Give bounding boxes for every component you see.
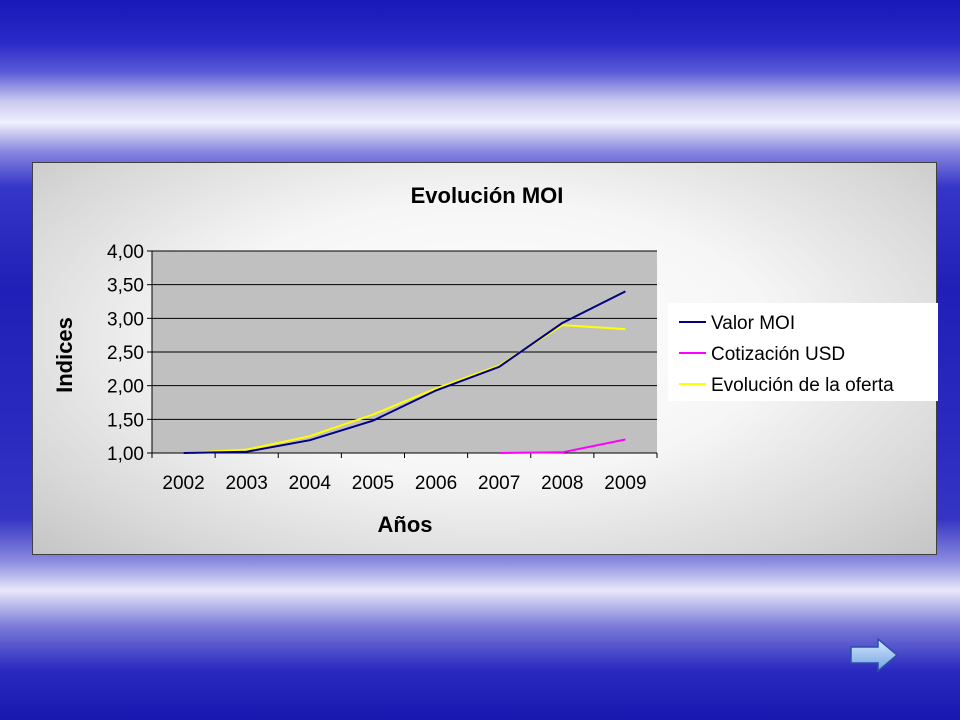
- y-tick-label: 1,50: [107, 410, 144, 431]
- legend-box: [668, 303, 938, 401]
- series-line: [499, 438, 626, 454]
- y-axis-title: Indices: [52, 317, 77, 393]
- x-tick-label: 2008: [541, 473, 583, 494]
- legend: Valor MOI Cotización USD Evolución de la o…: [668, 303, 938, 401]
- x-tick-label: 2006: [415, 473, 457, 494]
- chart-title: Evolución MOI: [411, 183, 564, 208]
- y-tick-label: 4,00: [107, 242, 144, 263]
- x-tick-label: 2004: [289, 473, 332, 494]
- series-line: [183, 324, 626, 454]
- series-line: [183, 290, 626, 454]
- legend-label: Cotización USD: [711, 344, 845, 365]
- x-tick-label: 2003: [226, 473, 268, 494]
- legend-label: Valor MOI: [711, 313, 795, 334]
- y-tick-label: 2,50: [107, 343, 144, 364]
- y-tick-label: 2,00: [107, 377, 144, 398]
- x-tick-label: 2007: [478, 473, 520, 494]
- legend-label: Evolución de la oferta: [711, 375, 894, 396]
- x-tick-label: 2005: [352, 473, 394, 494]
- y-tick-label: 3,50: [107, 276, 144, 297]
- chart: Evolución MOI 1,00 1,50 2,00 2,50 3,00 3,50 4,…: [52, 183, 938, 537]
- x-tick-label: 2002: [162, 473, 204, 494]
- x-tick-label: 2009: [604, 473, 646, 494]
- y-tick-label: 1,00: [107, 444, 144, 465]
- right-arrow-icon[interactable]: [850, 638, 898, 672]
- y-tick-label: 3,00: [107, 309, 144, 330]
- x-axis-title: Años: [378, 512, 433, 537]
- chart-panel: Evolución MOI 1,00 1,50 2,00 2,50 3,00 3,50 4,…: [32, 162, 938, 555]
